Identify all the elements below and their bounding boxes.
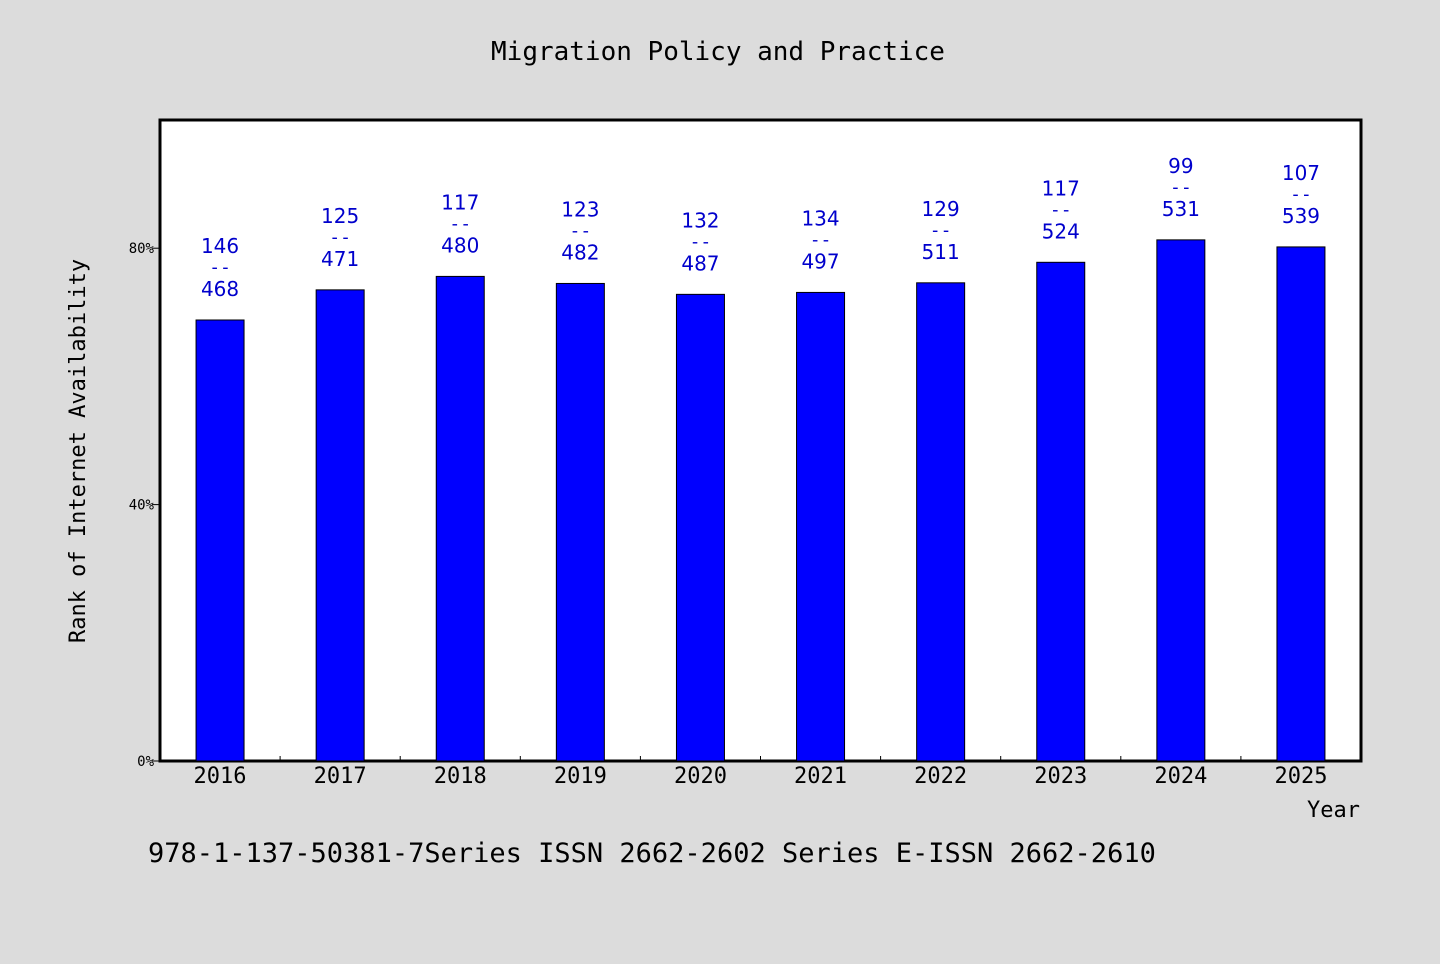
- data-label-top: 99: [1168, 154, 1193, 178]
- y-axis-title: Rank of Internet Availability: [66, 259, 91, 643]
- data-label-separator: --: [1290, 184, 1312, 205]
- data-label-top: 117: [1042, 176, 1080, 200]
- data-label-top: 117: [441, 190, 479, 214]
- bar: [435, 275, 485, 762]
- bar: [195, 319, 245, 762]
- data-label-separator: --: [1170, 177, 1192, 198]
- data-label-separator: --: [449, 213, 471, 234]
- bar: [675, 293, 725, 762]
- bar: [555, 282, 605, 762]
- bar: [1036, 261, 1086, 762]
- x-tick-label: 2022: [914, 764, 967, 789]
- data-labels: 146--468125--471117--480123--482132--487…: [201, 154, 1320, 301]
- data-label-bottom: 524: [1042, 219, 1080, 243]
- data-label-separator: --: [329, 227, 351, 248]
- data-label-bottom: 539: [1282, 204, 1320, 228]
- data-label-top: 129: [922, 197, 960, 221]
- data-label-separator: --: [810, 229, 832, 250]
- data-label-bottom: 497: [801, 249, 839, 273]
- bar: [1156, 239, 1206, 762]
- data-label-bottom: 482: [561, 240, 599, 264]
- data-label-separator: --: [1050, 199, 1072, 220]
- y-tick-label: 40%: [129, 498, 155, 514]
- data-label-bottom: 471: [321, 247, 359, 271]
- data-label-top: 134: [801, 206, 839, 230]
- x-tick-label: 2020: [674, 764, 727, 789]
- y-tick-label: 80%: [129, 241, 155, 257]
- data-label-separator: --: [209, 257, 231, 278]
- data-label-bottom: 468: [201, 277, 239, 301]
- y-tick-label: 0%: [137, 754, 154, 770]
- data-label-top: 146: [201, 234, 239, 258]
- data-label-separator: --: [930, 220, 952, 241]
- x-axis-title: Year: [1307, 798, 1360, 823]
- y-axis: 0% 40% 80%: [129, 241, 160, 770]
- x-axis: 2016 2017 2018 2019 2020 2021 2022 2023 2024 2025: [194, 756, 1327, 789]
- bar: [1276, 246, 1326, 762]
- x-tick-label: 2024: [1154, 764, 1207, 789]
- x-tick-label: 2016: [194, 764, 247, 789]
- data-label-bottom: 487: [681, 251, 719, 275]
- data-label-top: 107: [1282, 161, 1320, 185]
- data-label-top: 125: [321, 204, 359, 228]
- data-label-separator: --: [570, 220, 592, 241]
- chart-title: Migration Policy and Practice: [491, 37, 945, 67]
- data-label-top: 123: [561, 197, 599, 221]
- x-tick-label: 2021: [794, 764, 847, 789]
- bar: [796, 291, 846, 762]
- data-label-bottom: 480: [441, 233, 479, 257]
- data-label-bottom: 511: [922, 240, 960, 264]
- x-tick-label: 2018: [434, 764, 487, 789]
- bars: [195, 239, 1326, 762]
- x-tick-label: 2023: [1034, 764, 1087, 789]
- data-label-separator: --: [690, 231, 712, 252]
- x-tick-label: 2019: [554, 764, 607, 789]
- x-tick-label: 2025: [1274, 764, 1327, 789]
- footer-text: 978-1-137-50381-7Series ISSN 2662-2602 S…: [148, 838, 1156, 869]
- data-label-bottom: 531: [1162, 197, 1200, 221]
- bar: [916, 282, 966, 762]
- data-label-top: 132: [681, 208, 719, 232]
- bar: [315, 289, 365, 762]
- x-tick-label: 2017: [314, 764, 367, 789]
